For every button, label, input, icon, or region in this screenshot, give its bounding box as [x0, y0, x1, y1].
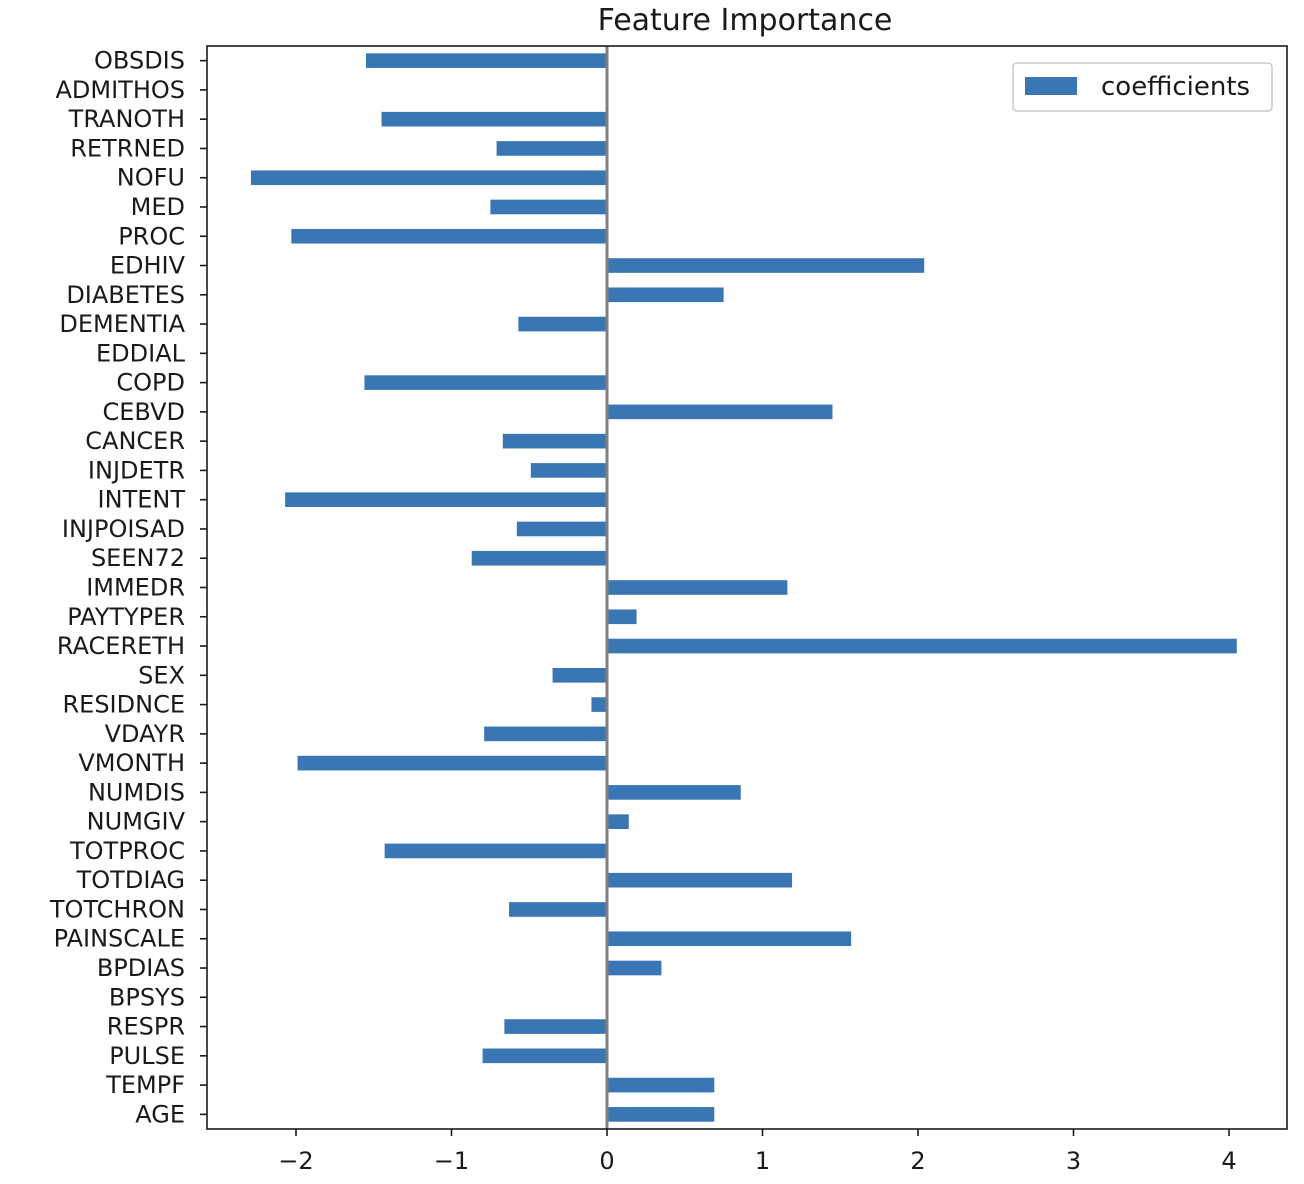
- bar-tempf: [607, 1077, 715, 1093]
- bar-totproc: [384, 843, 607, 859]
- y-tick-label: BPSYS: [109, 983, 185, 1011]
- y-tick-label: OBSDIS: [94, 47, 185, 75]
- y-axis-ticks: AGETEMPFPULSERESPRBPSYSBPDIASPAINSCALETO…: [49, 47, 207, 1128]
- chart-title: Feature Importance: [598, 3, 893, 38]
- y-tick-label: DEMENTIA: [59, 310, 185, 338]
- y-tick-label: DIABETES: [66, 281, 185, 309]
- bar-seen72: [471, 550, 607, 566]
- y-tick-label: PAINSCALE: [54, 925, 185, 953]
- bar-numdis: [607, 785, 741, 800]
- y-tick-label: TRANOTH: [68, 105, 185, 133]
- y-tick-label: EDDIAL: [96, 339, 186, 367]
- bar-obsdis: [365, 53, 607, 68]
- y-tick-label: CEBVD: [102, 398, 185, 426]
- y-tick-label: SEEN72: [91, 544, 185, 572]
- x-tick-label: 2: [910, 1147, 925, 1175]
- y-tick-label: VDAYR: [105, 720, 185, 748]
- bar-painscale: [607, 931, 852, 947]
- bar-totdiag: [607, 872, 793, 888]
- bar-bpdias: [607, 960, 662, 976]
- legend: coefficients: [1012, 62, 1273, 112]
- bar-dementia: [518, 316, 607, 332]
- bar-med: [490, 199, 607, 215]
- y-tick-label: INTENT: [98, 486, 186, 514]
- bars-group: [250, 53, 1237, 1122]
- bar-tranoth: [381, 111, 607, 127]
- y-tick-label: TOTDIAG: [76, 866, 185, 894]
- bar-copd: [364, 375, 607, 390]
- y-tick-label: MED: [131, 193, 185, 221]
- y-tick-label: SEX: [138, 661, 185, 689]
- y-tick-label: TOTPROC: [69, 837, 185, 865]
- bar-vmonth: [297, 755, 607, 771]
- y-tick-label: PAYTYPER: [67, 603, 185, 631]
- legend-label: coefficients: [1101, 72, 1250, 102]
- y-tick-label: IMMEDR: [86, 574, 185, 602]
- bar-edhiv: [607, 258, 925, 273]
- x-tick-label: 1: [755, 1147, 770, 1175]
- y-tick-label: ADMITHOS: [55, 76, 185, 104]
- bar-injpoisad: [516, 521, 607, 537]
- y-tick-label: RESPR: [107, 1013, 185, 1041]
- y-tick-label: EDHIV: [110, 252, 186, 280]
- bar-numgiv: [607, 814, 629, 829]
- bar-vdayr: [484, 726, 607, 742]
- y-tick-label: INJPOISAD: [62, 515, 185, 543]
- bar-residnce: [591, 697, 607, 712]
- x-tick-label: −2: [278, 1147, 313, 1175]
- bar-totchron: [509, 902, 607, 917]
- legend-swatch: [1025, 77, 1077, 95]
- bar-intent: [285, 492, 607, 508]
- x-tick-label: 3: [1066, 1147, 1081, 1175]
- bar-age: [607, 1107, 715, 1122]
- x-tick-label: 4: [1221, 1147, 1236, 1175]
- y-tick-label: CANCER: [85, 427, 185, 455]
- bar-nofu: [250, 170, 607, 186]
- bar-proc: [291, 228, 607, 244]
- y-tick-label: RACERETH: [57, 632, 185, 660]
- bar-paytyper: [607, 609, 637, 625]
- y-tick-label: NUMGIV: [87, 808, 186, 836]
- y-tick-label: TOTCHRON: [49, 895, 185, 923]
- y-tick-label: AGE: [135, 1100, 185, 1128]
- legend-frame: [1012, 62, 1273, 112]
- x-tick-label: −1: [434, 1147, 469, 1175]
- bar-injdetr: [530, 463, 607, 478]
- bar-sex: [552, 667, 607, 683]
- x-axis-ticks: −2 −1 0 1 2 3 4: [278, 1129, 1237, 1175]
- bar-diabetes: [607, 287, 724, 303]
- bar-retrned: [496, 141, 607, 156]
- bar-cebvd: [607, 404, 833, 420]
- bar-respr: [504, 1019, 607, 1034]
- y-tick-label: PULSE: [109, 1042, 185, 1070]
- bar-cancer: [502, 433, 607, 449]
- y-tick-label: VMONTH: [78, 749, 185, 777]
- y-tick-label: RESIDNCE: [62, 691, 185, 719]
- y-tick-label: NOFU: [117, 164, 185, 192]
- bar-immedr: [607, 580, 788, 595]
- y-tick-label: BPDIAS: [97, 954, 185, 982]
- y-tick-label: INJDETR: [88, 456, 185, 484]
- y-tick-label: COPD: [116, 369, 185, 397]
- y-tick-label: RETRNED: [70, 134, 185, 162]
- x-tick-label: 0: [599, 1147, 614, 1175]
- y-tick-label: PROC: [118, 222, 185, 250]
- bar-pulse: [482, 1048, 607, 1064]
- y-tick-label: NUMDIS: [88, 778, 185, 806]
- y-tick-label: TEMPF: [105, 1071, 185, 1099]
- bar-racereth: [607, 638, 1237, 654]
